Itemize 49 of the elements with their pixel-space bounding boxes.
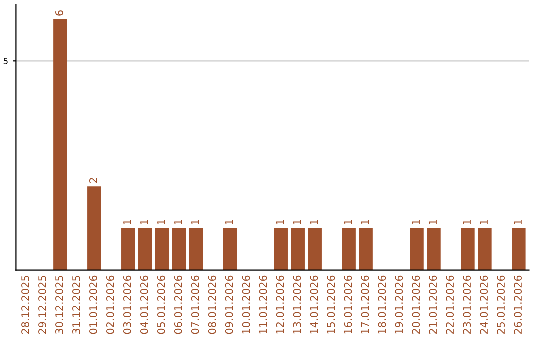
x-tick-label: 22.01.2026 [446,276,454,334]
x-tick-label: 17.01.2026 [361,276,370,334]
x-tick-label: 10.01.2026 [242,276,250,334]
x-tick-label: 25.01.2026 [497,276,506,334]
x-tick-label: 11.01.2026 [259,276,268,334]
x-tick-label: 16.01.2026 [344,276,352,334]
data-label: 1 [174,220,182,225]
x-tick-label: 23.01.2026 [463,276,472,334]
x-tick-label: 30.12.2025 [56,276,64,334]
x-tick-label: 19.01.2026 [395,276,404,334]
data-label: 1 [140,220,148,225]
x-tick-label: 06.01.2026 [174,276,182,334]
x-tick-label: 05.01.2026 [157,276,166,334]
data-label: 1 [480,220,488,225]
x-tick-label: 20.01.2026 [412,276,420,334]
x-tick-label: 28.12.2025 [22,276,30,334]
x-tick-label: 14.01.2026 [310,276,318,334]
data-label: 1 [276,220,284,225]
data-label: 1 [158,220,166,225]
data-label: 1 [226,220,234,225]
data-label: 1 [463,220,471,225]
x-tick-label: 08.01.2026 [208,276,216,334]
x-tick-label: 12.01.2026 [276,276,284,334]
x-tick-label: 18.01.2026 [378,276,386,334]
x-tick-label: 24.01.2026 [480,276,488,334]
x-tick-label: 03.01.2026 [123,276,132,334]
data-label: 1 [361,220,369,225]
x-tick-label: 13.01.2026 [293,276,302,334]
data-label: 1 [429,220,437,225]
x-tick-label: 09.01.2026 [225,276,234,334]
y-tick-label: 5 [4,58,8,64]
data-label: 1 [412,220,420,225]
x-tick-label: 15.01.2026 [327,276,336,334]
data-label: 2 [89,178,98,184]
data-label: 1 [192,220,200,225]
x-tick-label: 04.01.2026 [140,276,148,334]
x-tick-label: 26.01.2026 [514,276,522,334]
data-label: 1 [514,220,522,225]
data-label: 1 [124,220,132,225]
data-label: 1 [293,220,302,225]
data-label: 1 [344,220,352,225]
x-tick-label: 31.12.2025 [72,276,80,334]
x-tick-label: 07.01.2026 [191,276,200,334]
data-label: 1 [310,220,318,225]
x-tick-label: 29.12.2025 [38,276,46,334]
x-tick-label: 21.01.2026 [429,276,438,334]
x-tick-label: 02.01.2026 [106,276,114,334]
data-label: 6 [56,10,64,16]
x-tick-label: 01.01.2026 [89,276,98,334]
